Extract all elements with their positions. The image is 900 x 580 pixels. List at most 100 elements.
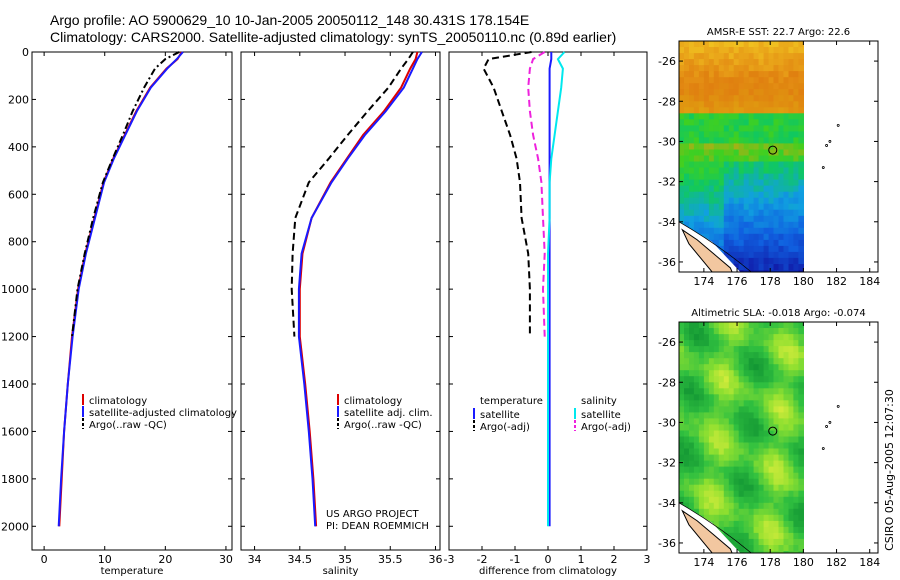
map-cell xyxy=(798,478,804,486)
series-line xyxy=(482,51,532,337)
map-cell xyxy=(698,364,705,371)
map-cell xyxy=(788,466,795,474)
map-cell xyxy=(728,71,735,78)
map-cell xyxy=(733,448,740,456)
map-cell xyxy=(684,334,690,341)
map-cell xyxy=(793,490,799,498)
x-tick-label: 174 xyxy=(693,275,714,288)
map-cell xyxy=(738,551,745,553)
legend-label: Argo(-adj) xyxy=(581,422,631,433)
map-cell xyxy=(723,41,730,48)
map-cell xyxy=(689,107,695,114)
map-cell xyxy=(783,466,790,474)
map-cell xyxy=(758,358,765,365)
map-cell xyxy=(718,346,725,353)
map-cell xyxy=(679,358,685,365)
map-cell xyxy=(698,101,705,108)
map-cell xyxy=(773,155,780,163)
map-cell xyxy=(783,83,790,90)
map-cell xyxy=(758,526,765,534)
map-cell xyxy=(763,436,770,444)
map-cell xyxy=(738,173,745,181)
map-cell xyxy=(708,71,715,78)
map-cell xyxy=(763,358,770,365)
map-cell xyxy=(743,203,750,211)
map-cell xyxy=(773,119,780,126)
map-cell xyxy=(768,496,775,504)
map-cell xyxy=(793,551,799,553)
map-cell xyxy=(773,197,780,205)
map-cell xyxy=(793,137,799,144)
map-cell xyxy=(743,41,750,48)
map-cell xyxy=(723,173,730,181)
map-cell xyxy=(713,95,720,102)
y-tick-label: 0 xyxy=(22,46,29,59)
map-cell xyxy=(753,508,760,516)
map-cell xyxy=(679,47,685,54)
map-cell xyxy=(748,41,755,48)
map-cell xyxy=(763,83,770,90)
map-cell xyxy=(763,370,770,377)
series-line xyxy=(58,51,183,527)
map-cell xyxy=(773,376,780,383)
map-cell xyxy=(743,257,750,265)
map-cell xyxy=(679,472,685,480)
map-cell xyxy=(689,179,695,187)
map-cell xyxy=(798,334,804,341)
map-cell xyxy=(778,532,785,540)
map-cell xyxy=(768,149,775,157)
map-cell xyxy=(718,328,725,335)
map-cell xyxy=(798,388,804,395)
map-cell xyxy=(723,239,730,247)
map-cell xyxy=(684,382,690,389)
map-cell xyxy=(758,197,765,205)
map-cell xyxy=(788,119,795,126)
map-title: Altimetric SLA: -0.018 Argo: -0.074 xyxy=(691,308,866,319)
map-cell xyxy=(793,508,799,516)
map-cell xyxy=(723,209,730,217)
map-cell xyxy=(708,233,715,241)
map-cell xyxy=(758,460,765,468)
map-cell xyxy=(708,448,715,456)
map-cell xyxy=(783,436,790,444)
map-cell xyxy=(679,185,685,193)
map-cell xyxy=(723,532,730,540)
map-cell xyxy=(698,394,705,401)
map-cell xyxy=(758,203,765,211)
map-cell xyxy=(773,53,780,60)
map-cell xyxy=(783,71,790,78)
map-cell xyxy=(679,448,685,456)
map-cell xyxy=(773,551,780,553)
map-cell xyxy=(708,334,715,341)
map-cell xyxy=(728,520,735,528)
map-cell xyxy=(753,370,760,377)
map-cell xyxy=(723,203,730,211)
map-cell xyxy=(798,484,804,492)
map-cell xyxy=(698,65,705,72)
map-cell xyxy=(693,137,700,144)
map-cell xyxy=(733,137,740,144)
map-cell xyxy=(763,484,770,492)
map-cell xyxy=(738,538,745,546)
map-cell xyxy=(733,538,740,546)
map-cell xyxy=(758,270,765,272)
map-cell xyxy=(738,340,745,347)
map-cell xyxy=(773,334,780,341)
map-cell xyxy=(689,322,695,329)
map-cell xyxy=(763,185,770,193)
map-cell xyxy=(758,83,765,90)
map-cell xyxy=(703,173,710,181)
map-cell xyxy=(753,526,760,534)
y-tick-label: 1000 xyxy=(1,283,29,296)
map-cell xyxy=(788,364,795,371)
map-cell xyxy=(793,334,799,341)
map-cell xyxy=(743,322,750,329)
map-cell xyxy=(733,167,740,175)
map-cell xyxy=(798,227,804,235)
map-cell xyxy=(733,526,740,534)
map-cell xyxy=(708,77,715,84)
map-cell xyxy=(718,358,725,365)
map-cell xyxy=(763,155,770,163)
map-cell xyxy=(713,131,720,138)
map-cell xyxy=(793,502,799,510)
